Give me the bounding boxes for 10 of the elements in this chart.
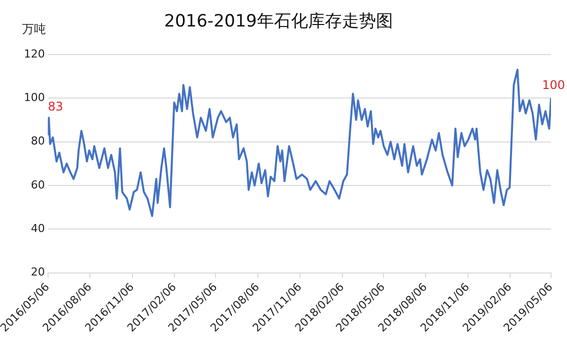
y-tick-label: 120 <box>24 47 45 60</box>
y-tick-label: 20 <box>30 266 45 279</box>
y-tick-label: 40 <box>30 222 45 236</box>
chart-title: 2016-2019年石化库存走势图 <box>164 12 393 32</box>
y-tick-label: 80 <box>30 134 45 148</box>
y-tick-label: 60 <box>30 178 45 192</box>
y-axis-title: 万吨 <box>22 22 46 36</box>
annotation: 83 <box>48 99 64 114</box>
y-tick-label: 100 <box>24 90 45 104</box>
annotation: 100 <box>542 78 565 92</box>
